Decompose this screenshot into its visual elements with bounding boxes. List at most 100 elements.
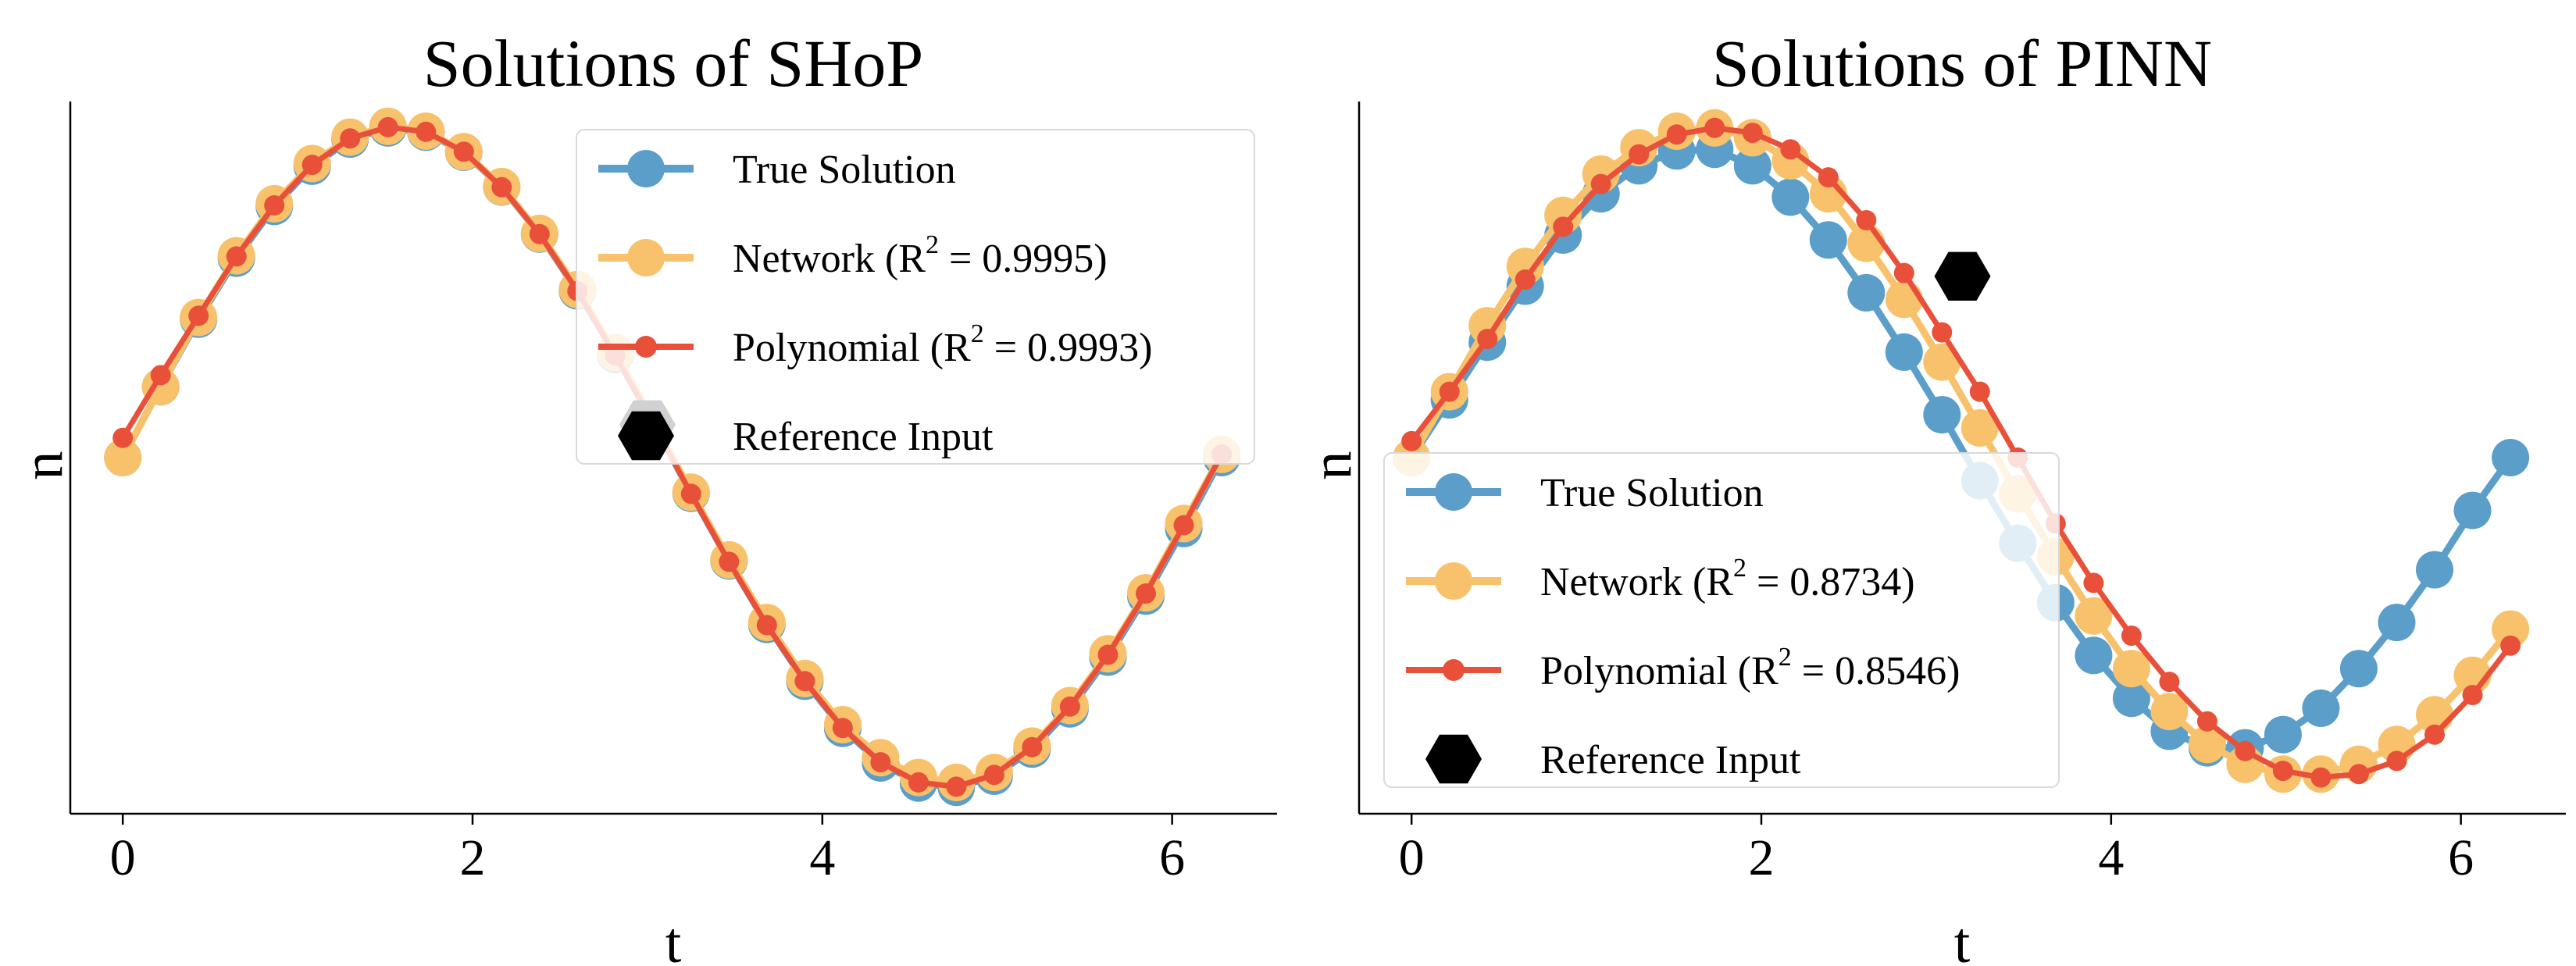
data-point — [2272, 761, 2293, 782]
data-point — [2235, 740, 2256, 761]
data-point — [1847, 273, 1886, 312]
data-point — [150, 365, 171, 386]
data-point — [680, 483, 701, 504]
x-tick-label: 6 — [2448, 829, 2474, 886]
data-point — [1771, 178, 1810, 216]
reference-input-marker — [1934, 251, 1991, 301]
x-axis-label: t — [1954, 911, 1971, 966]
chart-title: Solutions of SHoP — [423, 26, 923, 101]
data-point — [1969, 381, 1990, 402]
data-point — [1923, 343, 1961, 381]
legend-label: Reference Input — [1540, 738, 1801, 782]
legend-label: Network (R2 = 0.8734) — [1540, 554, 1915, 604]
x-tick-label: 2 — [460, 829, 486, 886]
data-point — [1515, 269, 1536, 290]
data-point — [1780, 139, 1801, 160]
data-point — [1818, 167, 1839, 188]
legend-marker — [635, 336, 657, 358]
legend: True Solution Network (R2 = 0.8734) Polyno… — [1383, 452, 2060, 788]
legend-label: Reference Input — [733, 415, 994, 459]
data-point — [188, 305, 209, 326]
x-tick-label: 0 — [110, 829, 136, 886]
data-point — [1401, 430, 1422, 451]
data-point — [1097, 644, 1119, 665]
data-point — [2188, 725, 2226, 764]
data-point — [453, 141, 474, 162]
data-point — [2462, 685, 2483, 705]
legend-item: True Solution — [598, 148, 956, 192]
x-axis-label: t — [665, 911, 682, 966]
data-point — [264, 195, 285, 216]
data-point — [1923, 396, 1961, 434]
legend-label: True Solution — [1540, 471, 1764, 515]
chart-title: Solutions of PINN — [1712, 26, 2212, 101]
data-point — [2386, 750, 2407, 772]
data-point — [983, 765, 1004, 786]
data-point — [1553, 216, 1574, 237]
data-point — [1477, 329, 1498, 349]
data-point — [529, 223, 550, 244]
data-point — [1893, 262, 1914, 283]
data-point — [416, 121, 437, 142]
legend-marker — [627, 239, 665, 276]
chart-panel-2: Solutions of PINN 0 2 4 6 t u True Solution Netw… — [1311, 26, 2566, 966]
data-point — [1629, 144, 1650, 165]
data-point — [719, 551, 740, 572]
data-point — [491, 176, 512, 198]
legend-item: Network (R2 = 0.9995) — [598, 230, 1108, 281]
data-point — [1885, 280, 1923, 319]
data-point — [1885, 333, 1923, 371]
data-point — [2302, 689, 2340, 727]
legend-marker — [627, 150, 665, 187]
data-point — [2075, 636, 2113, 675]
data-point — [2453, 491, 2492, 529]
data-point — [1932, 322, 1953, 343]
legend-item: Reference Input — [1425, 734, 1801, 784]
data-point — [2378, 604, 2416, 642]
chart-panel-1: Solutions of SHoP 0 2 4 6 t u True Solution Netw… — [22, 26, 1277, 966]
data-point — [1059, 696, 1080, 717]
x-tick-label: 2 — [1749, 829, 1775, 886]
data-point — [2159, 672, 2180, 693]
legend-marker — [1435, 562, 1472, 600]
data-point — [104, 439, 142, 476]
series-3 — [1401, 117, 2521, 788]
legend-item: Network (R2 = 0.8734) — [1406, 554, 1915, 604]
data-point — [1022, 736, 1043, 757]
data-point — [908, 772, 929, 793]
x-tick-label: 4 — [2098, 829, 2124, 886]
x-tick-label: 6 — [1159, 829, 1185, 886]
data-point — [112, 427, 134, 448]
legend-hexagon-marker — [1425, 734, 1482, 784]
y-axis-label: u — [22, 451, 86, 480]
data-point — [2112, 650, 2150, 688]
data-point — [794, 671, 815, 692]
legend-marker — [1435, 473, 1472, 511]
data-point — [2196, 711, 2217, 732]
data-point — [2121, 626, 2142, 646]
legend: True Solution Network (R2 = 0.9995) Polyno… — [576, 129, 1255, 465]
legend-hexagon-marker — [618, 411, 674, 461]
data-point — [1173, 515, 1194, 536]
data-point — [1666, 124, 1687, 145]
x-tick-label: 4 — [809, 829, 835, 886]
data-point — [2492, 439, 2530, 476]
data-point — [870, 752, 891, 773]
legend-label: Polynomial (R2 = 0.8546) — [1540, 643, 1960, 693]
legend-item: Polynomial (R2 = 0.8546) — [1406, 643, 1960, 693]
legend-label: Polynomial (R2 = 0.9993) — [733, 319, 1152, 370]
data-point — [1590, 173, 1611, 194]
y-axis-label: u — [1311, 451, 1375, 480]
data-point — [1856, 210, 1877, 230]
legend-box — [576, 129, 1255, 465]
data-point — [226, 246, 247, 267]
data-point — [1733, 147, 1771, 185]
data-point — [2083, 572, 2104, 594]
legend-box — [1383, 452, 2060, 788]
legend-item: True Solution — [1406, 471, 1764, 515]
data-point — [2264, 715, 2302, 754]
data-point — [2500, 635, 2521, 656]
data-point — [832, 718, 853, 739]
data-point — [756, 615, 777, 636]
